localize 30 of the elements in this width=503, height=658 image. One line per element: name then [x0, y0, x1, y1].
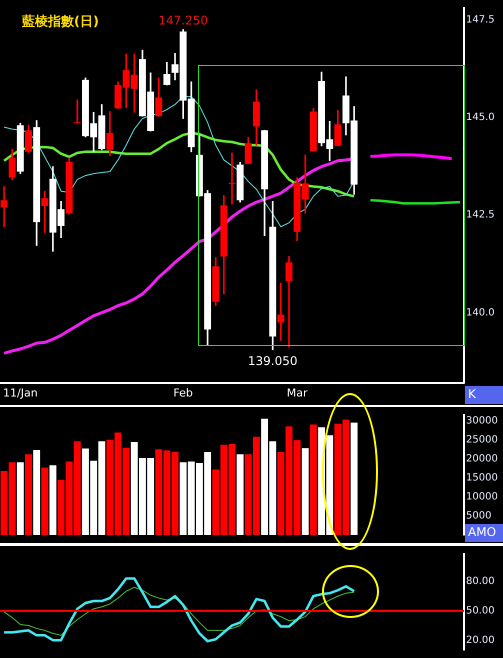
y-tick-label: 20.00	[466, 634, 495, 646]
bar	[350, 422, 358, 535]
bar	[33, 450, 40, 535]
y-tick-label: 10000	[466, 492, 498, 502]
bar	[16, 462, 24, 535]
y-tick-label: 140.0	[466, 307, 495, 318]
y-tick-label: 80.00	[466, 576, 495, 588]
annotation: 139.050	[248, 354, 298, 368]
text: AMO	[468, 525, 496, 540]
annotation: 147.250	[158, 14, 208, 28]
y-tick-label: 15000	[466, 472, 498, 484]
y-tick-label: 145.0	[466, 112, 495, 123]
y-tick-label: 50.00	[466, 605, 495, 616]
bar	[302, 448, 309, 535]
x-tick-label: Feb	[173, 386, 193, 400]
text: K	[468, 387, 477, 402]
bar	[310, 424, 317, 535]
x-tick-label: 11/Jan	[3, 386, 38, 400]
bar	[41, 468, 48, 535]
bar	[236, 454, 244, 535]
y-tick-label: 20000	[466, 453, 498, 464]
text: 藍棱指數(日)	[21, 13, 99, 30]
y-tick-label: 142.5	[466, 210, 495, 221]
y-tick-label: 147.5	[466, 14, 495, 26]
bar	[25, 454, 32, 535]
y-tick-label: 30000	[466, 415, 498, 426]
bar	[49, 465, 56, 535]
y-tick-label: 25000	[466, 434, 498, 446]
y-tick-label: 5000	[466, 510, 492, 522]
x-tick-label: Mar	[286, 386, 308, 400]
